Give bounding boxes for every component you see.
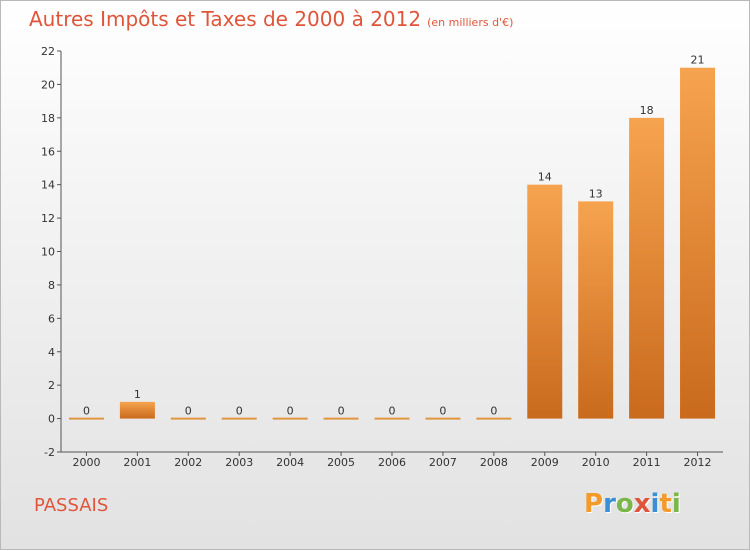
y-tick-label: 20 (41, 78, 55, 91)
y-tick-label: 12 (41, 212, 55, 225)
logo-letter: t (659, 489, 672, 519)
commune-name: PASSAIS (34, 495, 109, 516)
logo-letter: o (615, 489, 634, 519)
y-tick-label: 22 (41, 45, 55, 58)
proxiti-logo: Proxiti (584, 489, 681, 519)
data-label: 0 (236, 405, 243, 418)
data-labels: 0 1 0 0 0 0 0 0 0 14 13 18 21 (83, 54, 705, 418)
data-label: 1 (134, 388, 141, 401)
chart-subtitle: (en milliers d'€) (427, 16, 514, 29)
logo-letter: P (584, 489, 604, 519)
y-tick-label: 0 (48, 413, 55, 426)
y-tick-label: -2 (44, 446, 55, 459)
bar (680, 67, 716, 419)
logo-letter: r (603, 489, 616, 519)
x-tick-label: 2008 (480, 456, 508, 469)
data-label: 18 (640, 104, 654, 117)
y-tick-label: 14 (41, 179, 55, 192)
bars (68, 67, 716, 420)
logo-letter: x (633, 489, 651, 519)
data-label: 0 (83, 405, 90, 418)
logo-letter: i (671, 489, 681, 519)
x-tick-label: 2005 (327, 456, 355, 469)
x-tick-label: 2002 (174, 456, 202, 469)
data-label: 14 (538, 171, 552, 184)
y-tick-label: 4 (48, 346, 55, 359)
y-tick-label: 2 (48, 379, 55, 392)
x-tick-label: 2003 (225, 456, 253, 469)
y-tick-label: 6 (48, 312, 55, 325)
x-tick-label: 2001 (123, 456, 151, 469)
y-tick-label: 10 (41, 246, 55, 259)
data-label: 0 (185, 405, 192, 418)
data-label: 0 (338, 405, 345, 418)
data-label: 0 (490, 405, 497, 418)
y-tick-label: 18 (41, 112, 55, 125)
x-tick-label: 2010 (582, 456, 610, 469)
data-label: 0 (287, 405, 294, 418)
x-tick-label: 2011 (633, 456, 661, 469)
x-tick-label: 2004 (276, 456, 304, 469)
chart-title-text: Autres Impôts et Taxes de 2000 à 2012 (29, 7, 422, 31)
chart-title: Autres Impôts et Taxes de 2000 à 2012 (en… (29, 7, 513, 31)
y-tick-label: 8 (48, 279, 55, 292)
x-tick-label: 2000 (72, 456, 100, 469)
data-label: 13 (589, 187, 603, 200)
bar (629, 117, 665, 419)
bar (119, 401, 155, 419)
x-tick-label: 2007 (429, 456, 457, 469)
x-tick-label: 2012 (684, 456, 712, 469)
x-tick-label: 2006 (378, 456, 406, 469)
data-label: 0 (389, 405, 396, 418)
data-label: 21 (691, 54, 705, 67)
bar (578, 201, 614, 419)
data-label: 0 (439, 405, 446, 418)
y-tick-label: 16 (41, 145, 55, 158)
bar (527, 184, 563, 419)
x-tick-label: 2009 (531, 456, 559, 469)
logo-letter: i (650, 489, 660, 519)
